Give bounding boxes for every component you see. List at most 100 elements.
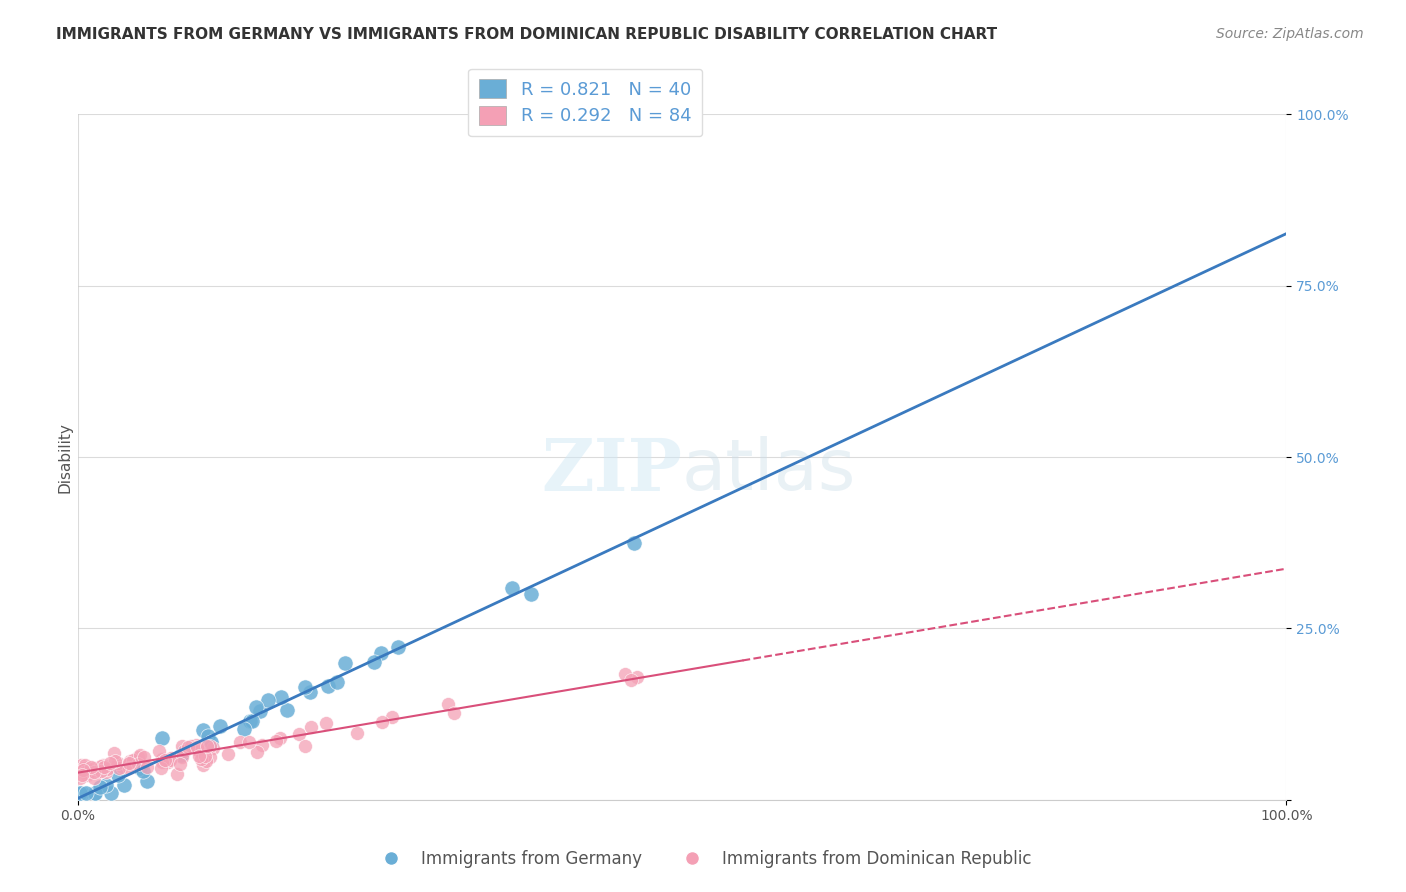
Point [72,768,94,782]
Point [381,710,404,724]
Point [240,714,263,728]
Point [201,740,224,755]
Point [160,751,183,765]
Y-axis label: Disability: Disability [58,422,72,492]
Point [136,773,159,788]
Point [208,719,231,733]
Point [70,758,93,772]
Point [187,748,209,763]
Point [94,778,117,792]
Point [172,745,194,759]
Point [69,786,91,800]
Point [173,744,195,758]
Point [129,748,152,763]
Point [103,746,125,760]
Point [117,756,139,771]
Point [96,762,118,776]
Legend: Immigrants from Germany, Immigrants from Dominican Republic: Immigrants from Germany, Immigrants from… [368,844,1038,875]
Point [118,755,141,769]
Point [190,751,212,765]
Point [239,714,262,728]
Point [519,587,541,601]
Point [501,581,523,595]
Point [75,786,97,800]
Point [191,758,214,772]
Point [166,766,188,780]
Point [198,750,221,764]
Point [107,768,129,782]
Point [155,753,177,767]
Point [91,757,114,772]
Point [246,745,269,759]
Point [186,739,208,754]
Point [180,739,202,754]
Point [120,754,142,768]
Point [191,723,214,737]
Point [614,667,637,681]
Point [73,764,96,779]
Point [194,749,217,764]
Point [77,765,100,780]
Point [76,768,98,782]
Point [195,739,218,753]
Point [269,731,291,745]
Point [184,738,207,752]
Point [159,752,181,766]
Point [172,739,194,753]
Point [197,729,219,743]
Point [150,752,173,766]
Point [89,780,111,794]
Point [245,700,267,714]
Point [107,756,129,771]
Point [70,786,93,800]
Point [335,656,357,670]
Point [100,786,122,800]
Point [294,739,316,753]
Point [250,738,273,752]
Point [83,764,105,779]
Point [371,714,394,729]
Point [197,737,219,751]
Point [294,681,316,695]
Point [148,744,170,758]
Point [72,763,94,777]
Point [287,727,309,741]
Point [217,747,239,761]
Point [264,733,287,747]
Point [112,778,135,792]
Point [326,675,349,690]
Point [233,722,256,736]
Text: atlas: atlas [682,436,856,505]
Point [363,656,385,670]
Point [111,760,134,774]
Point [170,749,193,764]
Point [129,761,152,775]
Point [170,748,193,763]
Point [152,731,174,745]
Point [370,646,392,660]
Point [194,754,217,768]
Point [316,679,339,693]
Point [187,742,209,756]
Point [177,739,200,754]
Text: ZIP: ZIP [541,435,682,507]
Point [249,704,271,718]
Point [80,760,103,774]
Point [117,756,139,770]
Legend: R = 0.821   N = 40, R = 0.292   N = 84: R = 0.821 N = 40, R = 0.292 N = 84 [468,69,703,136]
Point [83,786,105,800]
Point [229,735,252,749]
Point [198,739,221,753]
Point [238,734,260,748]
Text: IMMIGRANTS FROM GERMANY VS IMMIGRANTS FROM DOMINICAN REPUBLIC DISABILITY CORRELA: IMMIGRANTS FROM GERMANY VS IMMIGRANTS FR… [56,27,997,42]
Point [188,744,211,758]
Point [169,757,191,772]
Point [127,749,149,764]
Point [276,703,298,717]
Point [257,693,280,707]
Point [270,690,292,704]
Point [83,771,105,785]
Point [108,761,131,775]
Point [131,764,153,778]
Point [84,786,107,800]
